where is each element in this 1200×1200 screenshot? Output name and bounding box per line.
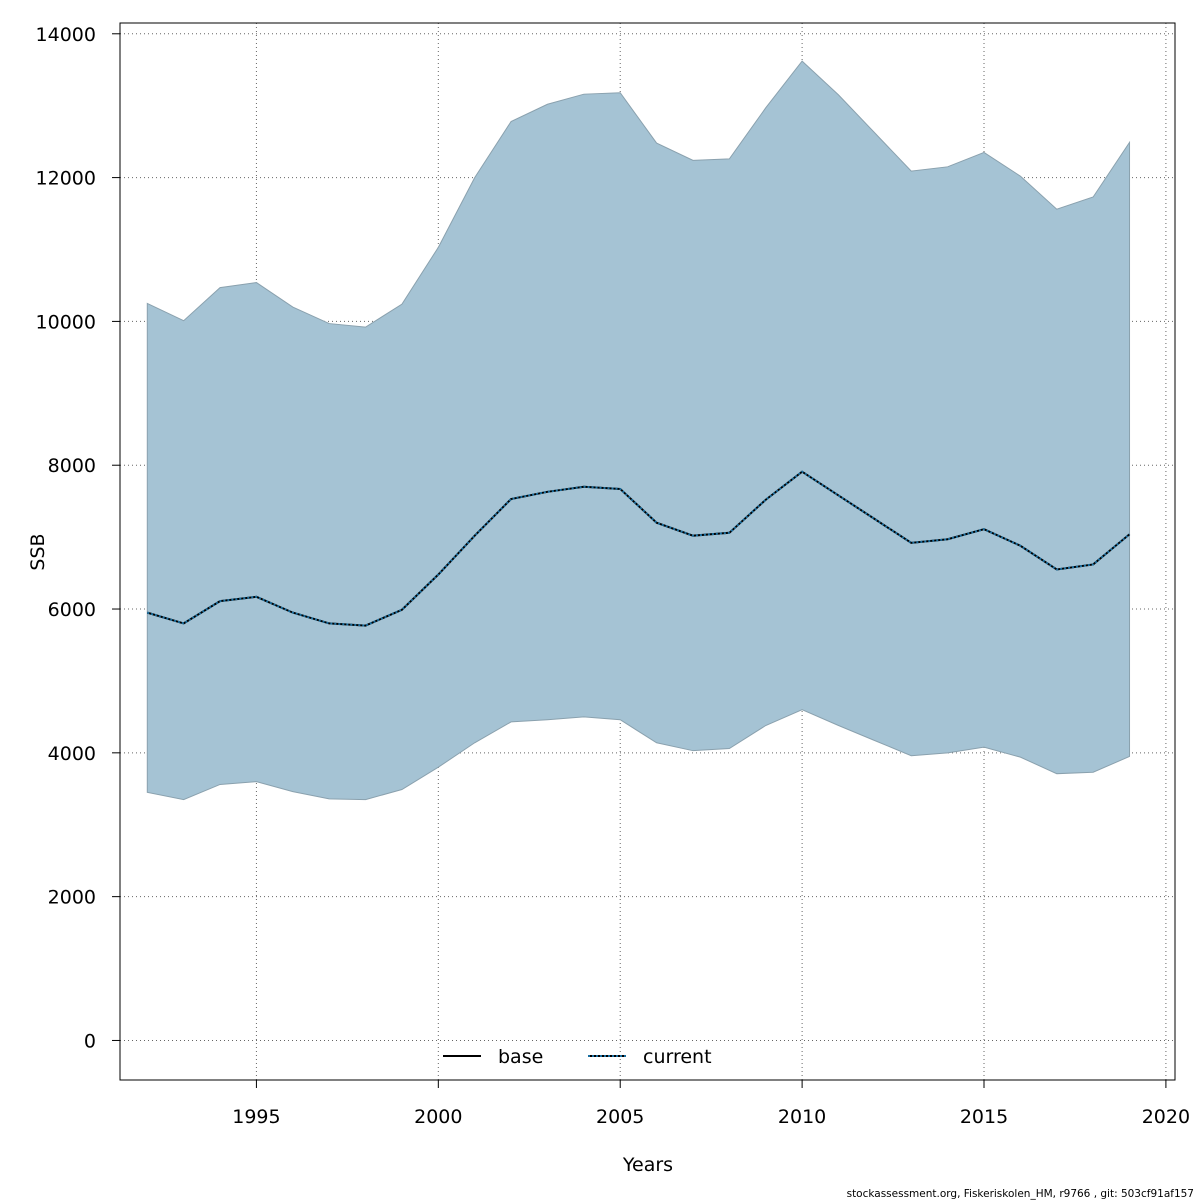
y-axis: 0 2000 4000 6000 8000 10000 12000 14000 <box>36 24 120 1052</box>
confidence-band <box>146 60 1131 801</box>
plot-border <box>119 22 1176 1081</box>
y-tick-label-10000: 10000 <box>36 311 96 333</box>
plot-frame <box>119 22 1176 1081</box>
x-tick-label-2005: 2005 <box>596 1106 644 1128</box>
y-tick-label-0: 0 <box>84 1030 96 1052</box>
legend-label-base: base <box>498 1046 543 1068</box>
footer-note: stockassessment.org, Fiskeriskolen_HM, r… <box>847 1188 1194 1200</box>
y-tick-label-2000: 2000 <box>48 887 96 909</box>
y-tick-label-6000: 6000 <box>48 599 96 621</box>
legend: base current <box>443 1046 712 1068</box>
y-tick-label-8000: 8000 <box>48 455 96 477</box>
x-axis: 1995 2000 2005 2010 2015 2020 <box>232 1080 1190 1128</box>
y-tick-label-14000: 14000 <box>36 24 96 46</box>
x-tick-label-2020: 2020 <box>1142 1106 1190 1128</box>
y-tick-label-4000: 4000 <box>48 743 96 765</box>
y-axis-title: SSB <box>27 533 49 570</box>
x-tick-label-1995: 1995 <box>232 1106 280 1128</box>
legend-label-current: current <box>643 1046 712 1068</box>
x-tick-label-2000: 2000 <box>414 1106 462 1128</box>
x-tick-label-2015: 2015 <box>960 1106 1008 1128</box>
y-tick-label-12000: 12000 <box>36 168 96 190</box>
series-group <box>147 470 1131 627</box>
series-line-current <box>147 470 1131 627</box>
x-axis-title: Years <box>622 1154 673 1176</box>
x-tick-label-2010: 2010 <box>778 1106 826 1128</box>
confidence-band-group <box>146 60 1131 801</box>
